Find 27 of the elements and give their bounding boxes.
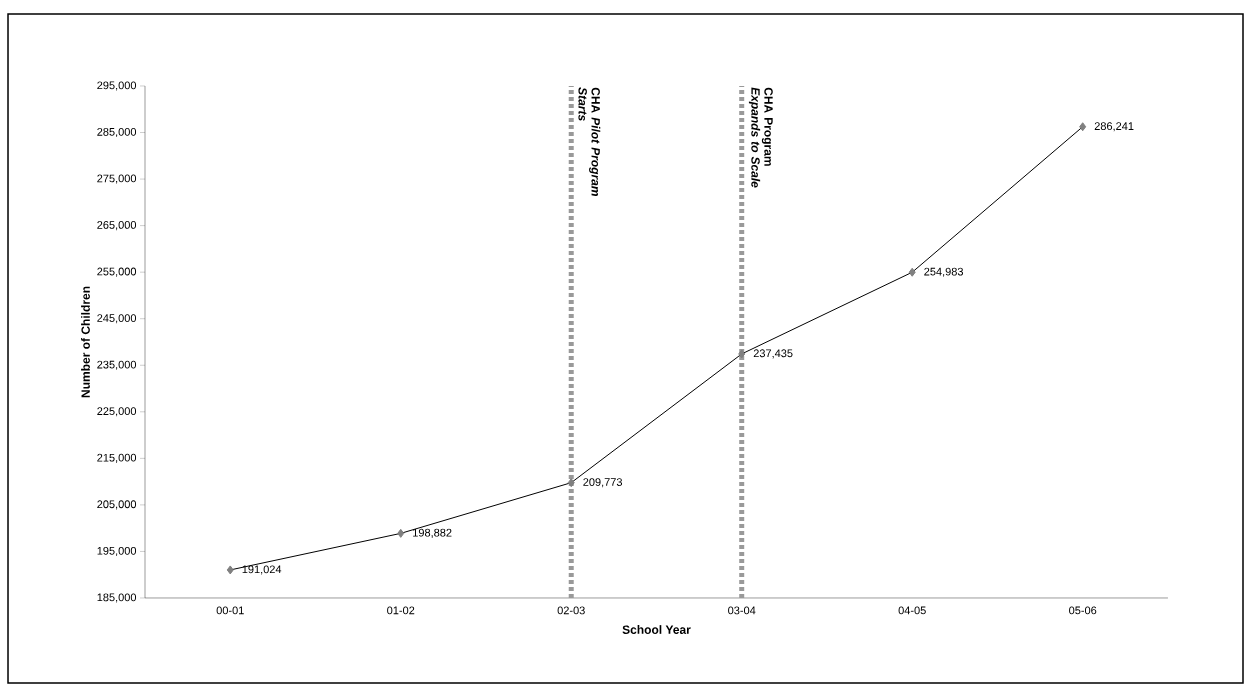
- y-tick-label: 265,000: [97, 221, 137, 231]
- data-label: 254,983: [924, 267, 964, 277]
- x-tick-label: 03-04: [728, 606, 756, 615]
- data-label: 209,773: [583, 478, 623, 488]
- x-tick-label: 05-06: [1069, 606, 1097, 615]
- data-label: 237,435: [753, 349, 793, 359]
- y-tick-label: 295,000: [97, 81, 137, 91]
- y-axis-title: Number of Children: [81, 286, 90, 398]
- data-label: 286,241: [1094, 122, 1134, 132]
- x-tick-label: 00-01: [216, 606, 244, 615]
- data-label: 191,024: [242, 565, 282, 575]
- x-axis-title: School Year: [622, 625, 691, 634]
- y-tick-label: 285,000: [97, 127, 137, 138]
- data-label: 198,882: [413, 528, 452, 538]
- y-tick-label: 215,000: [97, 453, 137, 463]
- ref-line-label: CHA Program Expands to Scale: [748, 87, 773, 188]
- x-tick-label: 04-05: [898, 606, 926, 615]
- y-tick-label: 205,000: [97, 500, 137, 510]
- y-tick-label: 185,000: [97, 593, 137, 603]
- y-tick-label: 225,000: [97, 407, 137, 417]
- y-tick-label: 195,000: [97, 546, 137, 556]
- y-tick-label: 235,000: [97, 360, 137, 370]
- y-tick-label: 275,000: [97, 174, 137, 184]
- x-tick-label: 02-03: [557, 606, 585, 615]
- y-tick-label: 245,000: [97, 314, 137, 324]
- y-tick-label: 255,000: [97, 267, 137, 277]
- x-tick-label: 01-02: [387, 606, 415, 615]
